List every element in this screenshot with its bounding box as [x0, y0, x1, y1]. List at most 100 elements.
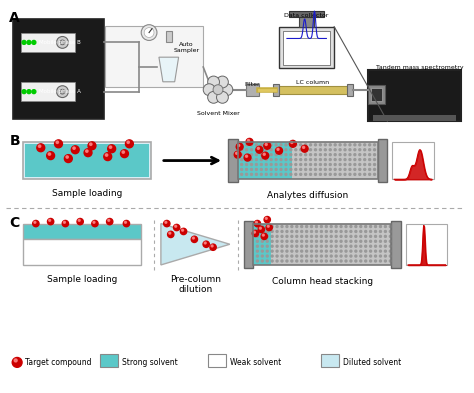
Circle shape	[335, 235, 337, 237]
Circle shape	[310, 250, 312, 252]
Circle shape	[290, 144, 292, 146]
Circle shape	[355, 245, 357, 247]
Circle shape	[165, 221, 167, 223]
Circle shape	[344, 159, 346, 161]
Bar	[254, 224, 392, 265]
Circle shape	[84, 149, 92, 157]
Circle shape	[380, 235, 382, 237]
Circle shape	[365, 235, 367, 237]
Circle shape	[349, 149, 351, 151]
Circle shape	[325, 245, 328, 247]
Circle shape	[350, 260, 352, 262]
Circle shape	[350, 245, 352, 247]
Circle shape	[350, 235, 352, 237]
Circle shape	[320, 235, 322, 237]
Circle shape	[354, 169, 356, 171]
Circle shape	[350, 230, 352, 232]
Circle shape	[62, 220, 69, 227]
Circle shape	[37, 144, 45, 152]
Circle shape	[350, 255, 352, 257]
Circle shape	[241, 149, 243, 151]
Circle shape	[254, 231, 255, 233]
Circle shape	[310, 260, 312, 262]
Circle shape	[310, 159, 311, 161]
Circle shape	[256, 260, 258, 262]
Circle shape	[335, 245, 337, 247]
Circle shape	[275, 154, 277, 156]
Bar	[25, 144, 149, 177]
Circle shape	[203, 84, 215, 95]
Circle shape	[374, 230, 376, 232]
Circle shape	[349, 169, 351, 171]
Circle shape	[360, 235, 362, 237]
Circle shape	[319, 154, 321, 156]
Circle shape	[364, 154, 366, 156]
Circle shape	[324, 144, 326, 146]
Text: Data collector: Data collector	[284, 13, 329, 18]
Circle shape	[380, 250, 382, 252]
Circle shape	[250, 159, 253, 161]
Circle shape	[73, 147, 75, 149]
Circle shape	[286, 245, 288, 247]
Circle shape	[370, 230, 372, 232]
Circle shape	[339, 154, 341, 156]
Circle shape	[370, 240, 372, 242]
Circle shape	[349, 144, 351, 146]
Bar	[283, 31, 330, 65]
Circle shape	[270, 163, 272, 165]
Circle shape	[314, 159, 317, 161]
Circle shape	[22, 90, 26, 94]
Bar	[377, 139, 387, 182]
Circle shape	[267, 225, 269, 227]
Circle shape	[370, 250, 372, 252]
Circle shape	[340, 235, 342, 237]
Bar	[392, 142, 434, 179]
Circle shape	[374, 169, 375, 171]
Circle shape	[310, 235, 312, 237]
Circle shape	[334, 149, 336, 151]
Circle shape	[370, 245, 372, 247]
Circle shape	[301, 245, 303, 247]
Bar	[368, 85, 385, 105]
Circle shape	[374, 260, 376, 262]
Text: Pre-column
dilution: Pre-column dilution	[170, 275, 221, 294]
Bar	[373, 115, 456, 121]
Circle shape	[325, 240, 328, 242]
Circle shape	[213, 85, 223, 95]
Circle shape	[296, 235, 298, 237]
Circle shape	[122, 151, 125, 153]
Circle shape	[360, 255, 362, 257]
Circle shape	[339, 144, 341, 146]
Circle shape	[374, 245, 376, 247]
Circle shape	[334, 163, 336, 165]
Circle shape	[60, 40, 65, 45]
Circle shape	[275, 163, 277, 165]
Circle shape	[310, 226, 312, 228]
Circle shape	[296, 255, 298, 257]
Circle shape	[359, 173, 361, 175]
Bar	[275, 86, 351, 94]
Circle shape	[355, 230, 357, 232]
Circle shape	[56, 37, 68, 48]
Circle shape	[281, 255, 283, 257]
Circle shape	[354, 144, 356, 146]
Circle shape	[290, 163, 292, 165]
Bar	[254, 224, 271, 265]
Circle shape	[120, 150, 128, 158]
Circle shape	[285, 144, 287, 146]
Circle shape	[250, 149, 253, 151]
Bar	[347, 84, 353, 95]
Circle shape	[271, 240, 273, 242]
Circle shape	[380, 245, 382, 247]
Circle shape	[285, 149, 287, 151]
Circle shape	[369, 169, 371, 171]
Circle shape	[380, 226, 382, 228]
Circle shape	[241, 144, 243, 146]
Circle shape	[320, 226, 322, 228]
Circle shape	[256, 146, 263, 153]
Circle shape	[244, 154, 251, 161]
Circle shape	[275, 144, 277, 146]
Circle shape	[330, 250, 332, 252]
Circle shape	[92, 220, 98, 227]
Circle shape	[191, 236, 198, 242]
